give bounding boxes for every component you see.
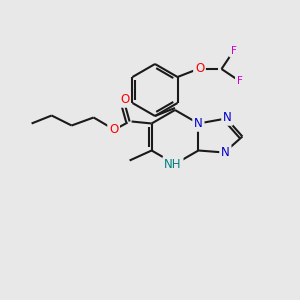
Text: O: O (109, 123, 118, 136)
Text: O: O (195, 62, 204, 76)
Text: O: O (120, 93, 129, 106)
Text: F: F (237, 76, 242, 86)
Text: N: N (221, 146, 230, 159)
Text: NH: NH (164, 158, 182, 170)
Text: F: F (231, 46, 236, 56)
Text: N: N (223, 111, 232, 124)
Text: N: N (194, 117, 203, 130)
